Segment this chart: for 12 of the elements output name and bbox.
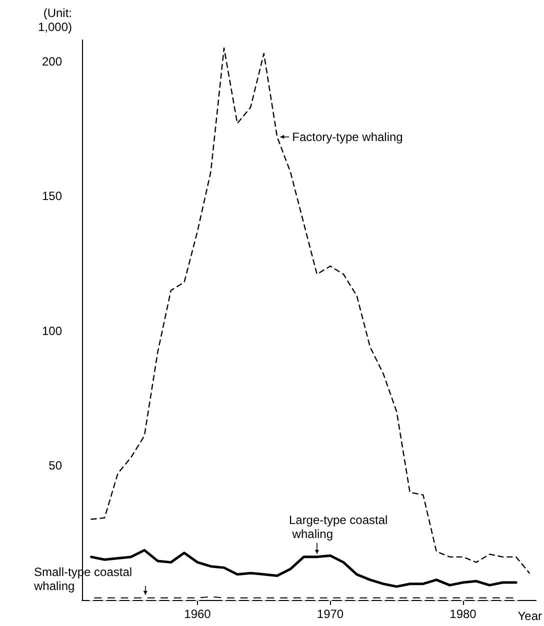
annotation: Factory-type whaling bbox=[292, 130, 403, 144]
x-tick-label: 1970 bbox=[316, 607, 344, 621]
y-tick-label: 150 bbox=[42, 189, 62, 204]
x-tick-label: 1960 bbox=[184, 607, 212, 621]
y-tick-label: 50 bbox=[48, 458, 62, 472]
y-axis-title: (Unit: 1,000) bbox=[38, 6, 72, 34]
x-axis-title: Year bbox=[518, 609, 542, 623]
y-tick-label: 100 bbox=[42, 324, 62, 338]
y-tick-label: 200 bbox=[42, 54, 62, 69]
annotation: Large-type coastal whaling bbox=[288, 512, 388, 541]
x-tick-label: 1980 bbox=[450, 607, 477, 621]
line-series bbox=[90, 548, 518, 588]
